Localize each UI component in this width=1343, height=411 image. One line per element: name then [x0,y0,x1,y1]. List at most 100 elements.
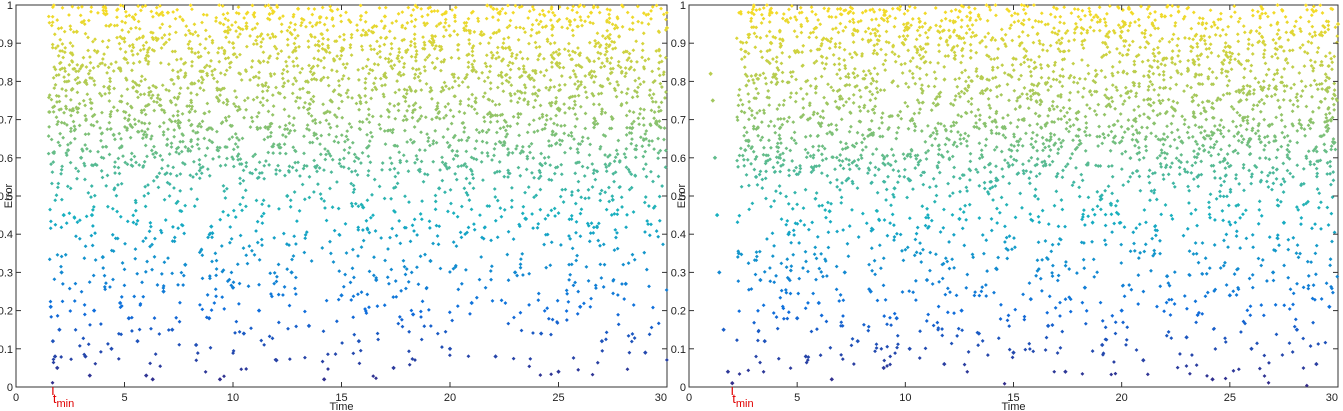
data-point [183,262,188,267]
data-point [1270,270,1276,275]
y-tick-label: 0.7 [0,115,13,127]
data-point [1099,342,1105,348]
data-point [610,197,615,203]
data-point [664,25,670,31]
data-point [74,29,79,34]
data-point [730,380,735,386]
data-point [805,117,811,122]
data-point [230,285,236,290]
y-tick-label: 0.9 [0,38,13,50]
data-point [1335,21,1341,27]
scatter-cloud [46,3,669,385]
data-point [1184,335,1189,340]
data-point [241,331,247,336]
data-point [144,373,149,378]
data-point [356,338,362,344]
data-point [55,365,60,371]
data-point [753,174,759,180]
x-tick-label: 25 [552,392,564,404]
data-point [1327,304,1332,309]
data-point [717,270,722,275]
y-tick-label: 0.4 [0,229,13,241]
data-point [289,270,294,275]
data-point [65,147,71,153]
data-point [1032,193,1038,199]
data-point [959,308,964,313]
data-point [1054,6,1059,12]
data-point [1227,293,1233,298]
y-tick-label: 0.3 [0,267,13,279]
data-point [410,312,416,317]
data-point [1141,358,1146,363]
x-tick-label: 15 [335,392,347,404]
data-point [892,186,897,191]
data-point [480,128,485,134]
data-point [206,316,212,321]
data-point [838,6,843,12]
x-tick-label: 5 [121,392,127,404]
y-axis-label: Error [676,183,688,208]
x-tick-label: 20 [1116,392,1128,404]
data-point [209,224,214,229]
y-tick-label: 0.6 [671,153,686,165]
data-point [87,373,92,378]
data-point [1227,44,1233,50]
y-tick-label: 0.3 [671,267,686,279]
y-tick-label: 0.1 [671,344,686,356]
x-tick-label: 30 [1326,392,1338,404]
data-point [193,342,199,348]
data-point [842,270,847,275]
data-point [924,277,930,283]
data-point [78,155,84,160]
data-point [512,270,518,275]
data-point [328,98,333,103]
data-point [1195,174,1200,180]
y-tick-label: 0.6 [0,153,13,165]
data-point [100,254,105,260]
data-point [567,105,572,111]
data-point [493,354,498,359]
data-point [578,304,583,309]
data-point [794,48,800,54]
data-point [1294,327,1300,332]
data-point [447,346,453,351]
data-point [150,377,155,382]
data-point [447,33,453,38]
y-tick-label: 0.5 [671,191,686,203]
y-tick-label: 1 [680,0,686,12]
y-tick-label: 0.5 [0,191,13,203]
data-point [538,331,544,336]
data-point [556,369,561,374]
y-axis-label: Error [3,183,15,208]
data-point [1119,308,1124,313]
data-point [1210,377,1215,382]
data-point [1028,296,1034,302]
data-point [339,293,344,298]
data-point [827,209,832,214]
data-point [217,377,223,382]
data-point [91,308,97,313]
data-point [868,289,873,294]
data-point [556,52,561,57]
data-point [1108,201,1114,206]
data-point [829,377,834,382]
data-point [855,338,860,344]
data-point [61,212,66,218]
data-point [749,10,754,15]
data-point [126,316,132,321]
data-point [758,277,763,283]
data-point [161,289,166,294]
data-point [894,316,899,321]
data-point [170,327,175,332]
data-points [708,6,1341,386]
data-point [48,304,53,309]
data-point [794,316,800,321]
data-point [321,377,327,382]
data-point [1260,6,1265,12]
data-point [1281,220,1287,225]
data-point [653,121,659,126]
y-tick-label: 0 [680,382,686,394]
data-point [762,338,767,344]
data-point [1238,98,1243,103]
